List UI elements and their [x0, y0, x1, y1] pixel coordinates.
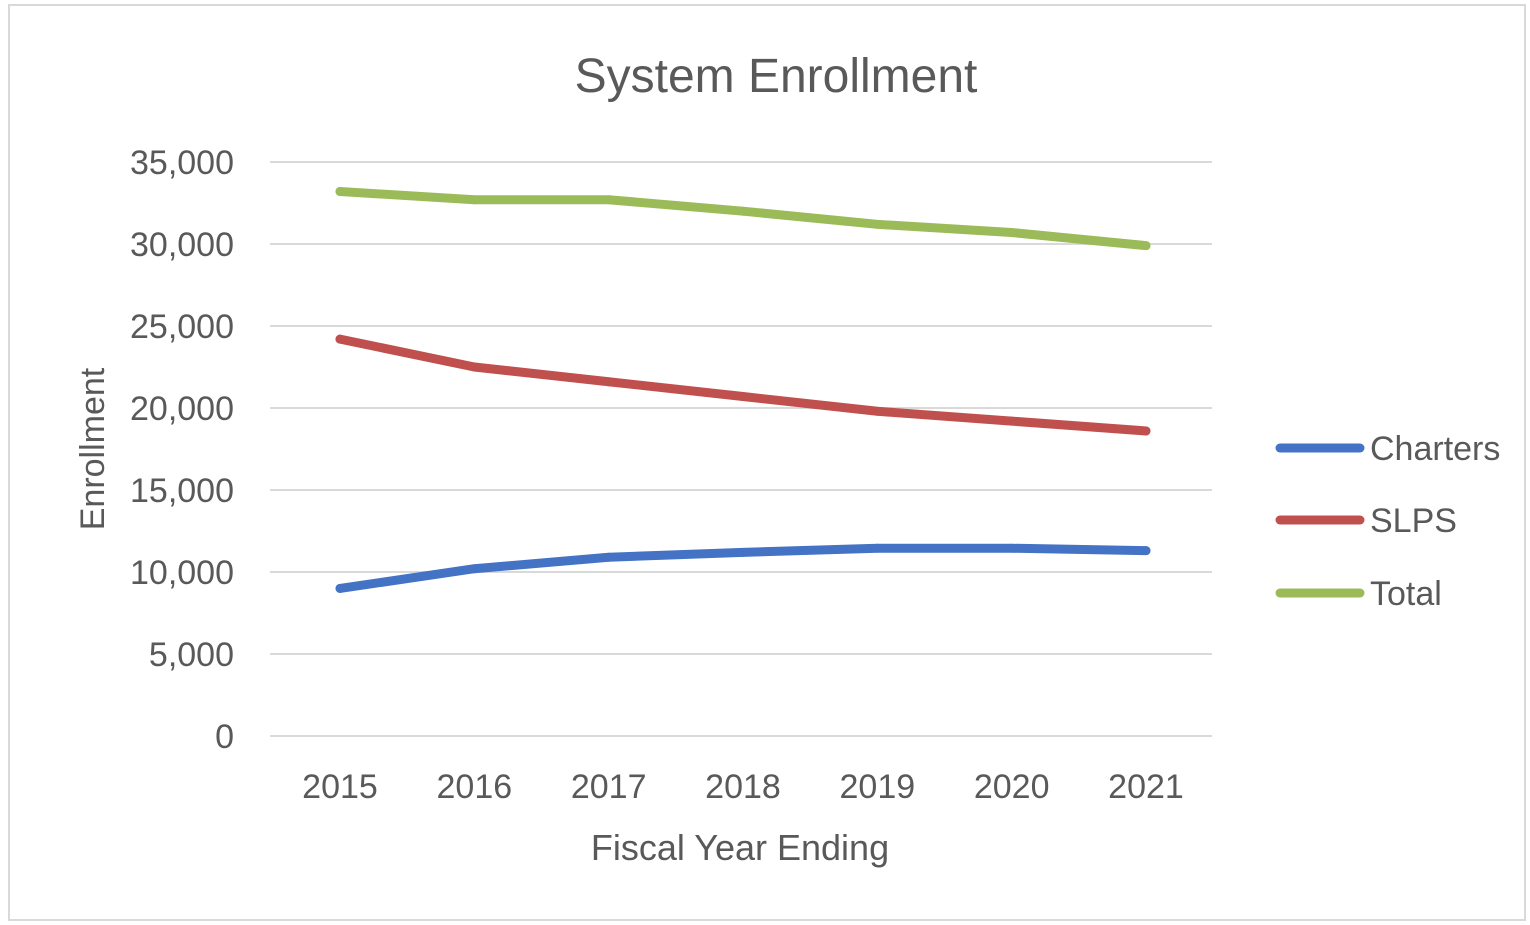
x-tick-label: 2020 — [974, 768, 1050, 806]
y-tick-label: 30,000 — [130, 226, 234, 264]
data-point-slps — [335, 334, 345, 344]
series-line-total — [335, 187, 1151, 251]
y-tick-labels: 0 5,000 10,000 15,000 20,000 25,000 30,000 35,0… — [130, 144, 234, 756]
x-tick-label: 2015 — [302, 768, 378, 806]
y-tick-label: 0 — [215, 718, 234, 756]
y-axis-label: Enrollment — [74, 367, 112, 530]
data-point-slps — [469, 362, 479, 372]
y-tick-label: 25,000 — [130, 308, 234, 346]
x-tick-label: 2017 — [571, 768, 647, 806]
data-point-total — [335, 187, 345, 197]
data-point-charters — [335, 583, 345, 593]
series-line-slps — [335, 334, 1151, 436]
legend-label-charters: Charters — [1370, 430, 1500, 468]
data-point-charters — [469, 564, 479, 574]
data-point-total — [872, 219, 882, 229]
data-point-total — [738, 206, 748, 216]
data-point-total — [1007, 228, 1017, 238]
data-point-charters — [1141, 546, 1151, 556]
data-point-slps — [872, 406, 882, 416]
series-lines — [335, 187, 1151, 593]
y-tick-label: 35,000 — [130, 144, 234, 182]
x-axis-label: Fiscal Year Ending — [591, 827, 889, 868]
x-tick-labels: 2015 2016 2017 2018 2019 2020 2021 — [302, 768, 1184, 806]
data-point-charters — [738, 547, 748, 557]
data-point-slps — [1141, 426, 1151, 436]
x-tick-label: 2021 — [1108, 768, 1184, 806]
data-point-slps — [604, 377, 614, 387]
legend: Charters SLPS Total — [1275, 430, 1500, 613]
x-tick-label: 2019 — [840, 768, 916, 806]
data-point-total — [604, 195, 614, 205]
legend-label-slps: SLPS — [1370, 502, 1457, 540]
gridlines — [270, 161, 1212, 737]
y-tick-label: 5,000 — [149, 636, 234, 674]
data-point-total — [1141, 241, 1151, 251]
x-tick-label: 2016 — [437, 768, 513, 806]
x-tick-label: 2018 — [705, 768, 781, 806]
y-tick-label: 20,000 — [130, 390, 234, 428]
legend-label-total: Total — [1370, 575, 1442, 613]
data-point-slps — [738, 392, 748, 402]
data-point-total — [469, 195, 479, 205]
data-point-charters — [1007, 543, 1017, 553]
data-point-charters — [604, 552, 614, 562]
y-tick-label: 15,000 — [130, 472, 234, 510]
data-point-charters — [872, 543, 882, 553]
y-tick-label: 10,000 — [130, 554, 234, 592]
chart-frame — [8, 4, 1526, 921]
data-point-slps — [1007, 416, 1017, 426]
chart-title: System Enrollment — [575, 50, 978, 103]
